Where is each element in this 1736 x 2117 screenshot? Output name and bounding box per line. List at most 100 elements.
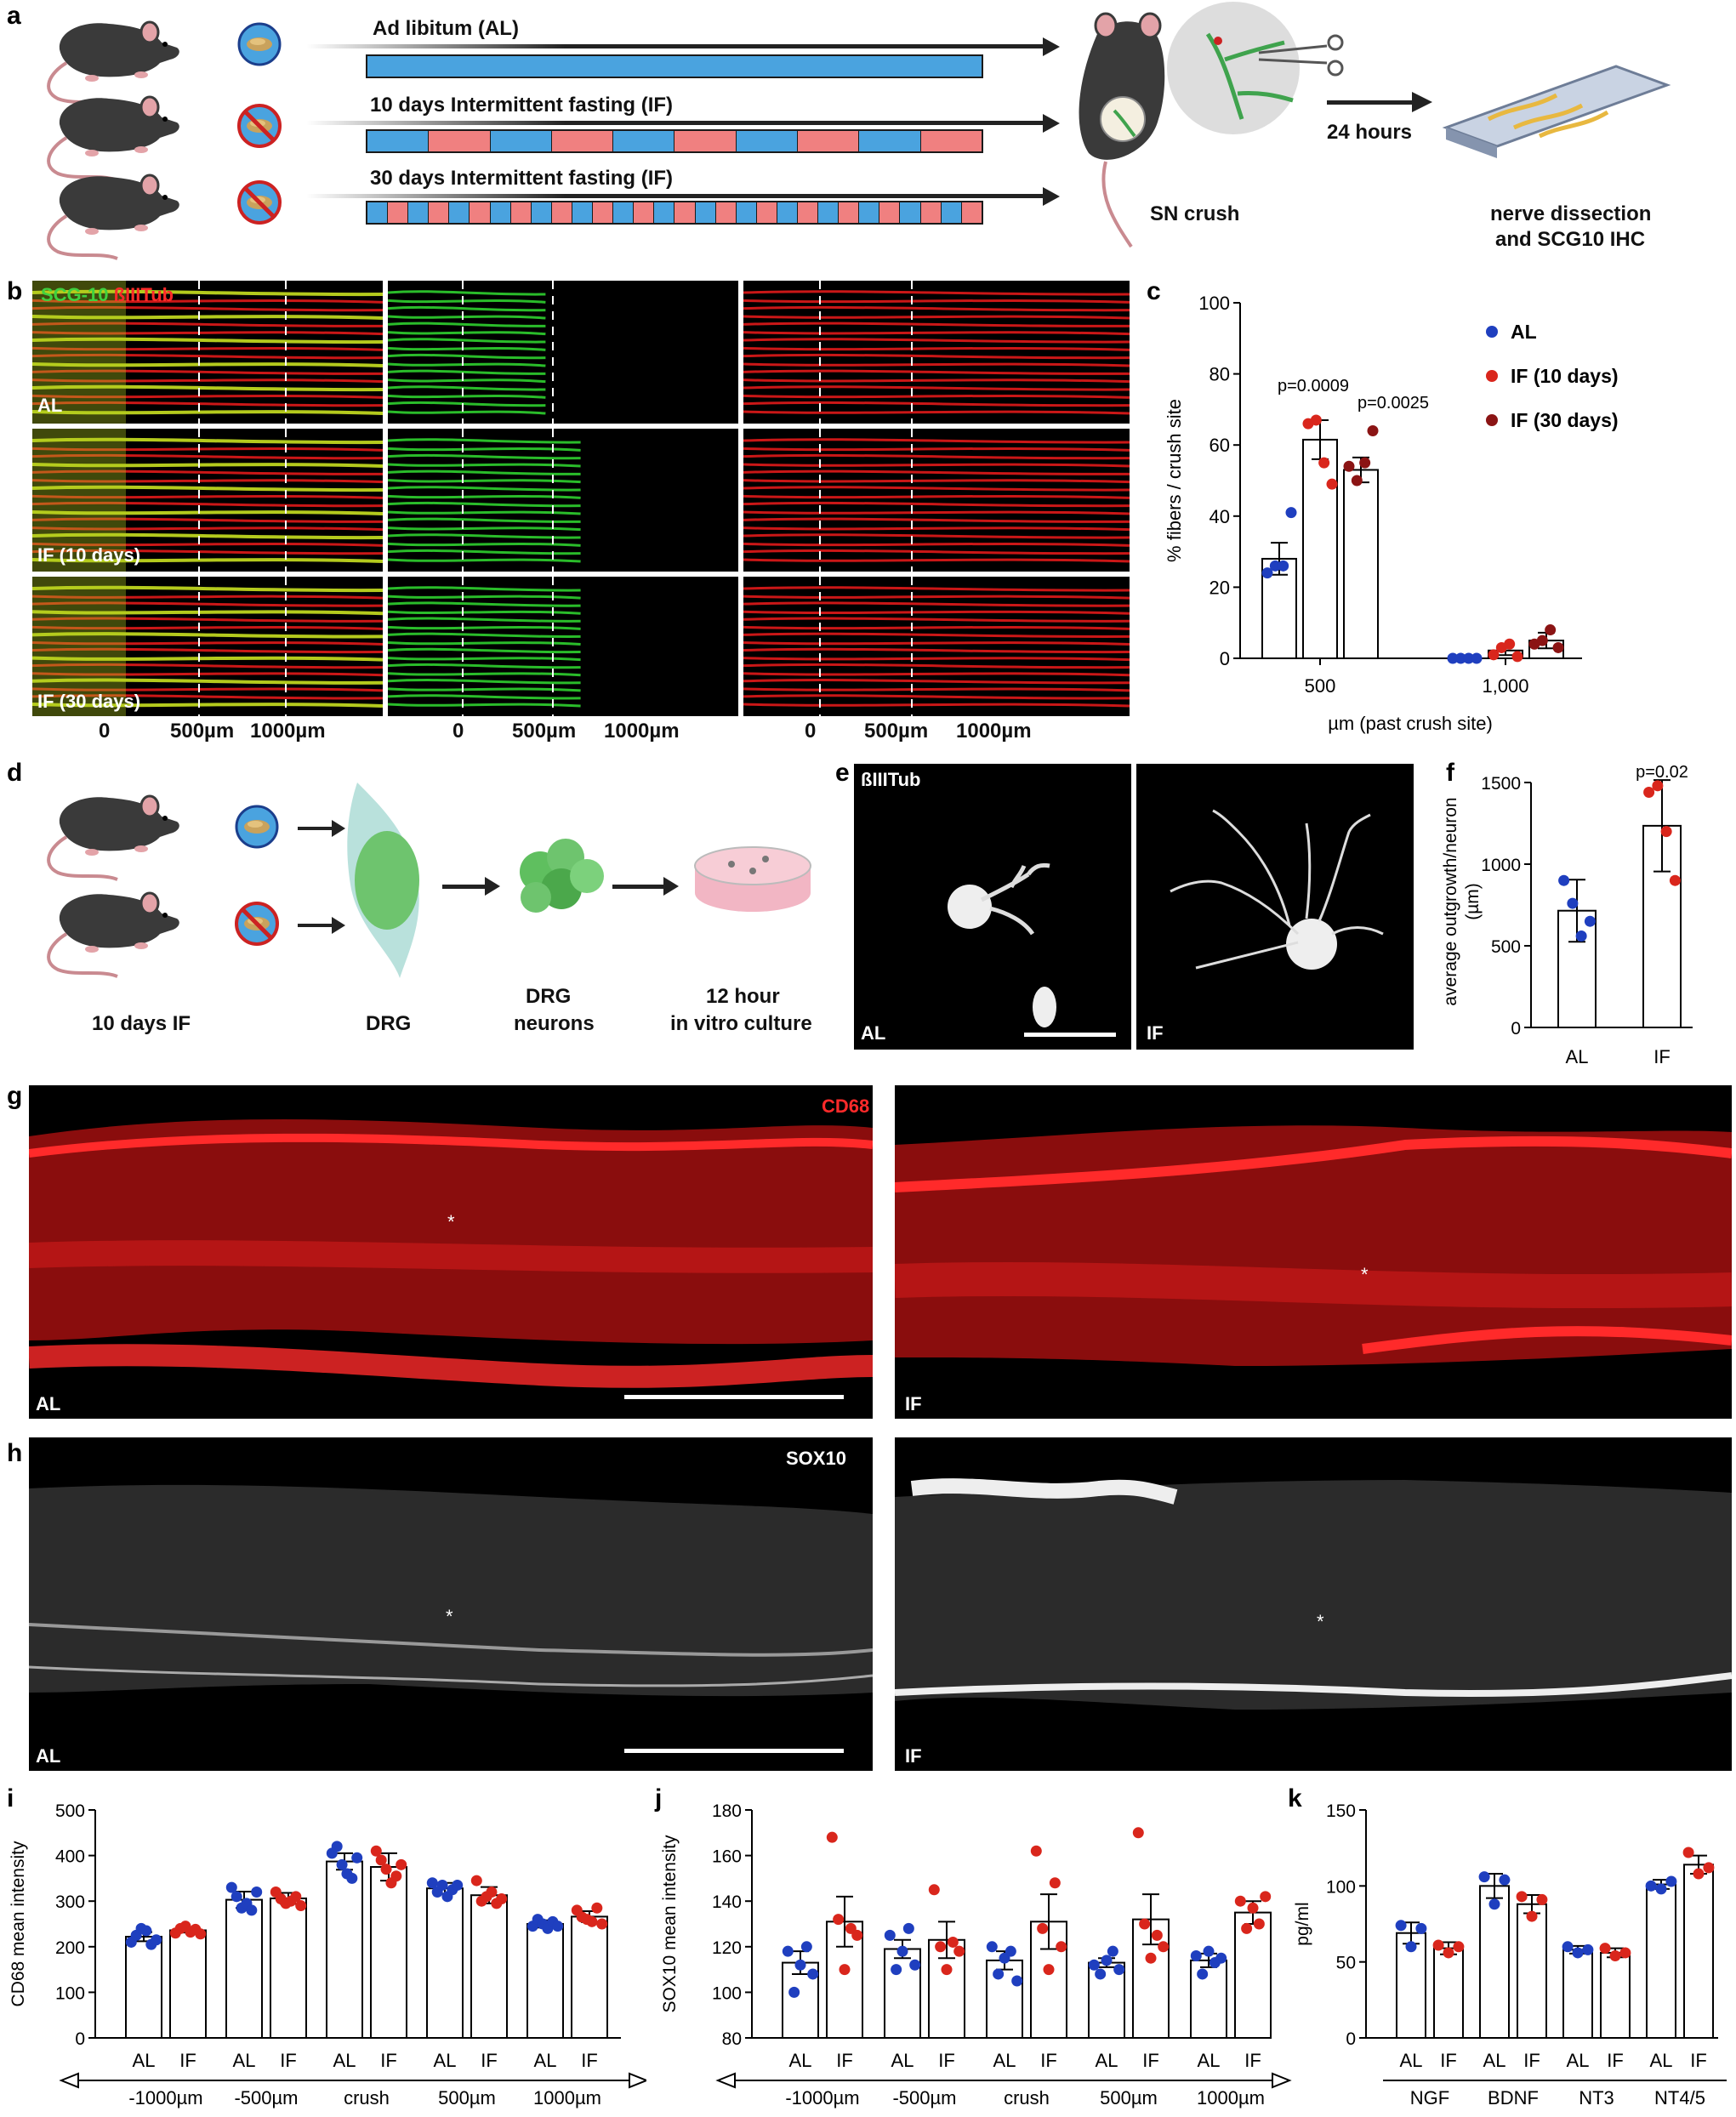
no-food-icon-1 bbox=[237, 104, 282, 148]
data-point bbox=[1599, 1943, 1611, 1955]
data-point bbox=[1101, 1955, 1113, 1966]
micrograph-b-red bbox=[743, 429, 1130, 572]
data-point bbox=[1511, 651, 1523, 663]
label-10days-if: 10 days IF bbox=[92, 1012, 191, 1035]
no-food-icon-d bbox=[235, 902, 279, 946]
feeding-segment bbox=[941, 202, 962, 223]
legend-marker bbox=[1486, 414, 1498, 426]
data-point bbox=[225, 1881, 237, 1893]
y-tick-label: 100 bbox=[1326, 1877, 1356, 1897]
data-point bbox=[552, 1921, 564, 1932]
data-point bbox=[839, 1964, 851, 1976]
feeding-segment bbox=[839, 202, 860, 223]
data-point bbox=[151, 1934, 162, 1946]
micrograph-g-if: * IF bbox=[895, 1085, 1732, 1419]
bar bbox=[426, 1887, 464, 2039]
bar-label: AL bbox=[1198, 2050, 1221, 2071]
legend-btub: ßIIITub bbox=[113, 284, 174, 305]
mouse-icon-3 bbox=[47, 174, 181, 260]
data-point bbox=[1343, 460, 1355, 472]
arrow-if30 bbox=[306, 194, 1046, 198]
data-point bbox=[246, 1904, 258, 1916]
data-point bbox=[1526, 1910, 1538, 1922]
data-point bbox=[1269, 560, 1281, 572]
bar bbox=[1562, 1949, 1593, 2039]
bar-label: IF bbox=[938, 2050, 955, 2071]
data-point bbox=[1395, 1920, 1407, 1932]
group-label: -1000µm bbox=[128, 2087, 202, 2108]
x-axis-label: µm (past crush site) bbox=[1328, 713, 1493, 734]
feeding-bar-if30 bbox=[366, 201, 983, 225]
data-point bbox=[1095, 1968, 1107, 1980]
micrograph-b-merge bbox=[32, 429, 383, 572]
bar-label: IF bbox=[481, 2050, 498, 2071]
group-label: NT3 bbox=[1579, 2087, 1614, 2108]
panel-label-h: h bbox=[7, 1439, 23, 1467]
bar bbox=[1646, 1883, 1676, 2040]
group-label: 500µm bbox=[1100, 2087, 1158, 2108]
data-point bbox=[1463, 652, 1475, 664]
data-point bbox=[1665, 1875, 1677, 1887]
data-point bbox=[1454, 652, 1466, 664]
group-label: NT4/5 bbox=[1654, 2087, 1705, 2108]
arrowhead-if30 bbox=[1043, 187, 1060, 206]
bar-label: IF bbox=[1142, 2050, 1159, 2071]
data-point bbox=[496, 1893, 508, 1905]
bar bbox=[1600, 1951, 1631, 2040]
data-point bbox=[1562, 1941, 1574, 1953]
data-point bbox=[1682, 1847, 1694, 1858]
data-point bbox=[1575, 930, 1587, 942]
row-label-if30: IF (30 days) bbox=[37, 691, 141, 712]
panel-label-j: j bbox=[655, 1784, 663, 1813]
legend-label: IF (10 days) bbox=[1511, 365, 1619, 387]
feeding-segment bbox=[367, 202, 389, 223]
legend-marker bbox=[1486, 326, 1498, 338]
data-point bbox=[1247, 1902, 1259, 1914]
y-axis-label: % fibers / crush site bbox=[1164, 399, 1185, 562]
bar bbox=[1517, 1903, 1547, 2039]
data-point bbox=[1643, 787, 1655, 799]
feeding-segment bbox=[756, 202, 777, 223]
data-point bbox=[1285, 507, 1297, 519]
data-point bbox=[800, 1941, 812, 1953]
data-point bbox=[346, 1872, 358, 1884]
data-point bbox=[1151, 1929, 1163, 1941]
data-point bbox=[1145, 1952, 1157, 1964]
panel-b-ticks: 0 500µm 1000µm 0 500µm 1000µm 0 500µm 10… bbox=[0, 720, 1131, 745]
data-point bbox=[1447, 652, 1459, 664]
micrograph-b-red bbox=[743, 281, 1130, 424]
data-point bbox=[1234, 1895, 1246, 1907]
feeding-segment bbox=[490, 131, 552, 151]
y-tick-label: 100 bbox=[712, 1983, 742, 2003]
feeding-segment bbox=[674, 202, 696, 223]
legend-scg10: SCG-10 bbox=[41, 284, 109, 305]
drg-icon bbox=[347, 782, 419, 978]
label-drg-2: DRG bbox=[526, 985, 572, 1008]
annotation-p: p=0.02 bbox=[1636, 763, 1688, 782]
data-point bbox=[452, 1879, 464, 1891]
y-tick-label: 150 bbox=[1326, 1801, 1356, 1821]
y-axis-label: pg/ml bbox=[1293, 1902, 1312, 1945]
feeding-segment bbox=[449, 202, 470, 223]
data-point bbox=[1043, 1964, 1055, 1976]
panel-label-b: b bbox=[7, 277, 23, 305]
data-point bbox=[290, 1891, 302, 1903]
data-point bbox=[1056, 1941, 1067, 1953]
no-food-icon-2 bbox=[237, 180, 282, 225]
svg-text:*: * bbox=[1361, 1264, 1369, 1285]
group-label: 1000µm bbox=[1197, 2087, 1265, 2108]
group-label: -500µm bbox=[234, 2087, 298, 2108]
feeding-segment bbox=[818, 202, 840, 223]
feeding-segment bbox=[695, 202, 716, 223]
data-point bbox=[1030, 1845, 1042, 1857]
label-g-if: IF bbox=[905, 1393, 922, 1414]
y-tick-label: 100 bbox=[55, 1983, 85, 2003]
y-tick-label: 400 bbox=[55, 1847, 85, 1867]
data-point bbox=[596, 1918, 608, 1930]
hours-label: 24 hours bbox=[1327, 121, 1413, 144]
label-e-if: IF bbox=[1147, 1022, 1164, 1044]
group-label: -1000µm bbox=[785, 2087, 859, 2108]
panel-label-c: c bbox=[1147, 277, 1161, 305]
data-point bbox=[1652, 780, 1664, 792]
bar-label: IF bbox=[1607, 2050, 1624, 2071]
